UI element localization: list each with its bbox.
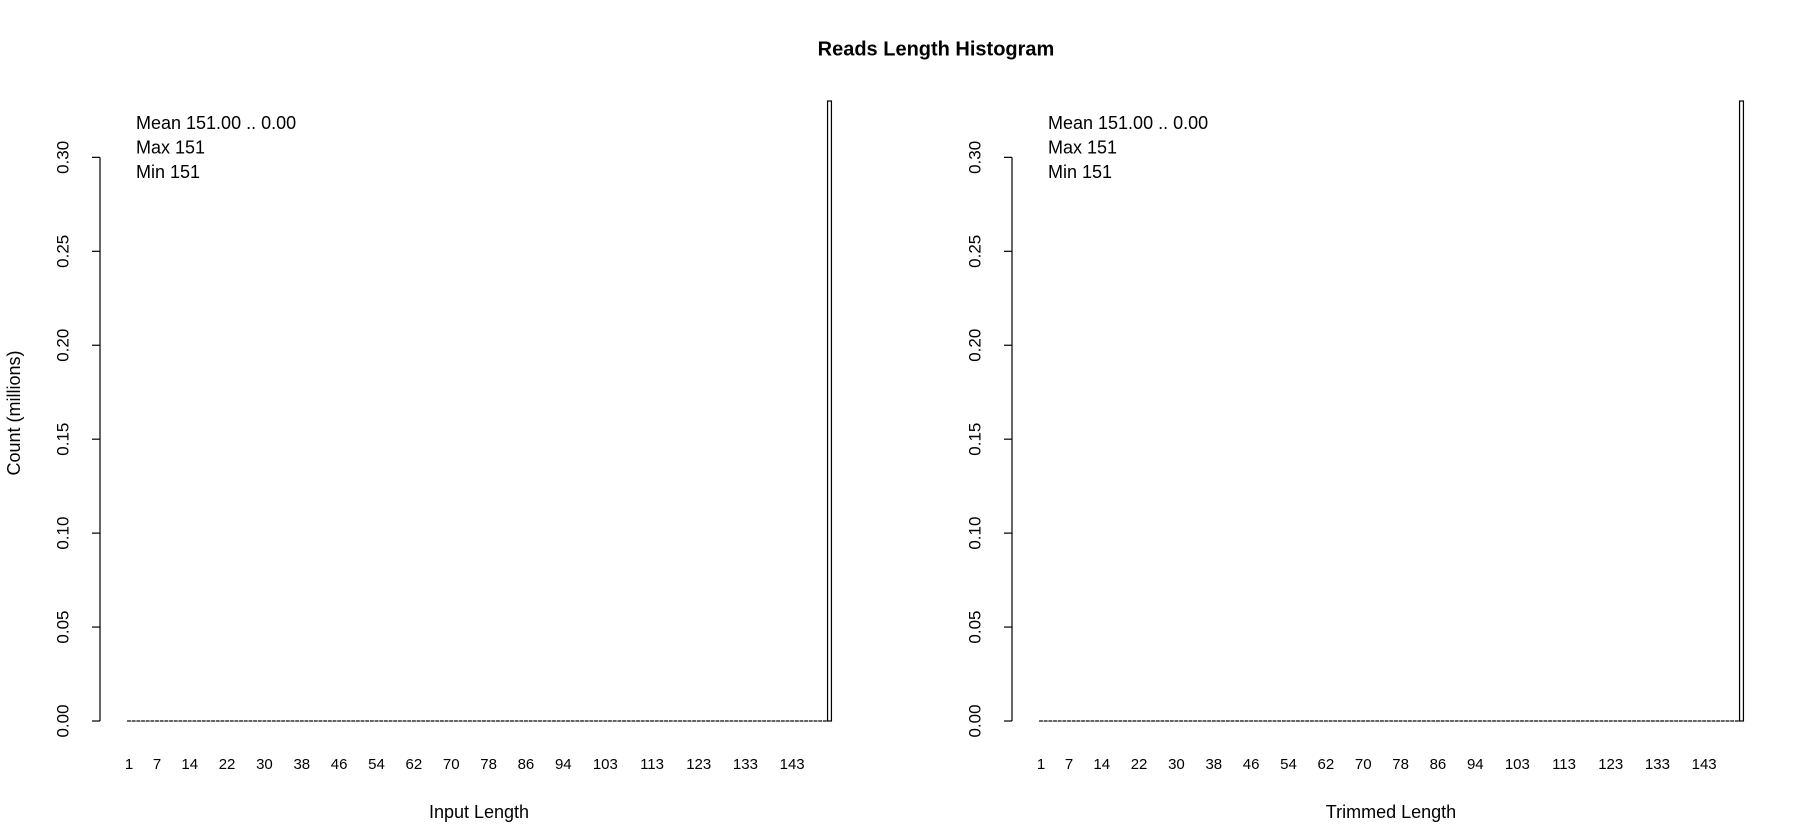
x-tick-label: 78 [1392, 756, 1409, 773]
x-tick-label: 94 [1467, 756, 1484, 773]
bar [1738, 100, 1745, 722]
annotation: Mean 151.00 .. 0.00 [1048, 113, 1208, 133]
x-tick-label: 133 [1645, 756, 1670, 773]
x-tick-label: 103 [1505, 756, 1530, 773]
x-tick-label: 30 [1168, 756, 1185, 773]
x-tick-label: 1 [125, 756, 133, 773]
x-tick-label: 70 [1355, 756, 1372, 773]
x-tick-label: 7 [153, 756, 161, 773]
x-tick-label: 113 [640, 756, 664, 773]
x-tick-label: 62 [1318, 756, 1335, 773]
x-tick-label: 46 [1243, 756, 1260, 773]
chart-title: Reads Length Histogram [818, 38, 1055, 60]
y-tick-label: 0.20 [965, 329, 984, 362]
y-tick-label: 0.30 [965, 141, 984, 174]
x-tick-label: 54 [368, 756, 385, 773]
y-tick-label: 0.15 [965, 423, 984, 456]
annotation: Max 151 [1048, 137, 1117, 157]
x-tick-label: 38 [293, 756, 310, 773]
x-tick-label: 14 [1093, 756, 1110, 773]
x-tick-label: 123 [1598, 756, 1623, 773]
annotation: Max 151 [136, 137, 205, 157]
x-tick-label: 38 [1205, 756, 1222, 773]
y-tick-label: 0.15 [53, 423, 72, 456]
y-tick-label: 0.05 [965, 611, 984, 644]
y-tick-label: 0.25 [965, 235, 984, 268]
x-tick-label: 143 [780, 756, 805, 773]
bar [826, 100, 833, 722]
x-tick-label: 86 [1430, 756, 1447, 773]
annotation: Mean 151.00 .. 0.00 [136, 113, 296, 133]
x-tick-label: 54 [1280, 756, 1297, 773]
x-tick-label: 46 [331, 756, 348, 773]
y-tick-label: 0.00 [965, 704, 984, 737]
x-tick-label: 22 [219, 756, 236, 773]
y-axis-title: Count (millions) [4, 350, 24, 475]
x-tick-label: 14 [181, 756, 198, 773]
y-tick-label: 0.10 [965, 517, 984, 550]
x-tick-label: 7 [1065, 756, 1073, 773]
y-tick-label: 0.05 [53, 611, 72, 644]
x-tick-label: 94 [555, 756, 572, 773]
y-tick-label: 0.20 [53, 329, 72, 362]
annotation: Min 151 [136, 162, 200, 182]
x-tick-label: 30 [256, 756, 273, 773]
x-tick-label: 62 [406, 756, 423, 773]
x-tick-label: 143 [1692, 756, 1717, 773]
y-tick-label: 0.10 [53, 517, 72, 550]
x-tick-label: 133 [733, 756, 758, 773]
x-axis-title: Input Length [429, 802, 529, 822]
x-axis-title: Trimmed Length [1326, 802, 1456, 822]
x-tick-label: 103 [593, 756, 618, 773]
x-tick-label: 22 [1131, 756, 1148, 773]
x-tick-label: 70 [443, 756, 460, 773]
x-tick-label: 123 [686, 756, 711, 773]
y-tick-label: 0.00 [53, 704, 72, 737]
y-tick-label: 0.25 [53, 235, 72, 268]
annotation: Min 151 [1048, 162, 1112, 182]
x-tick-label: 86 [518, 756, 535, 773]
y-tick-label: 0.30 [53, 141, 72, 174]
x-tick-label: 78 [480, 756, 497, 773]
x-tick-label: 1 [1037, 756, 1045, 773]
x-tick-label: 113 [1552, 756, 1576, 773]
